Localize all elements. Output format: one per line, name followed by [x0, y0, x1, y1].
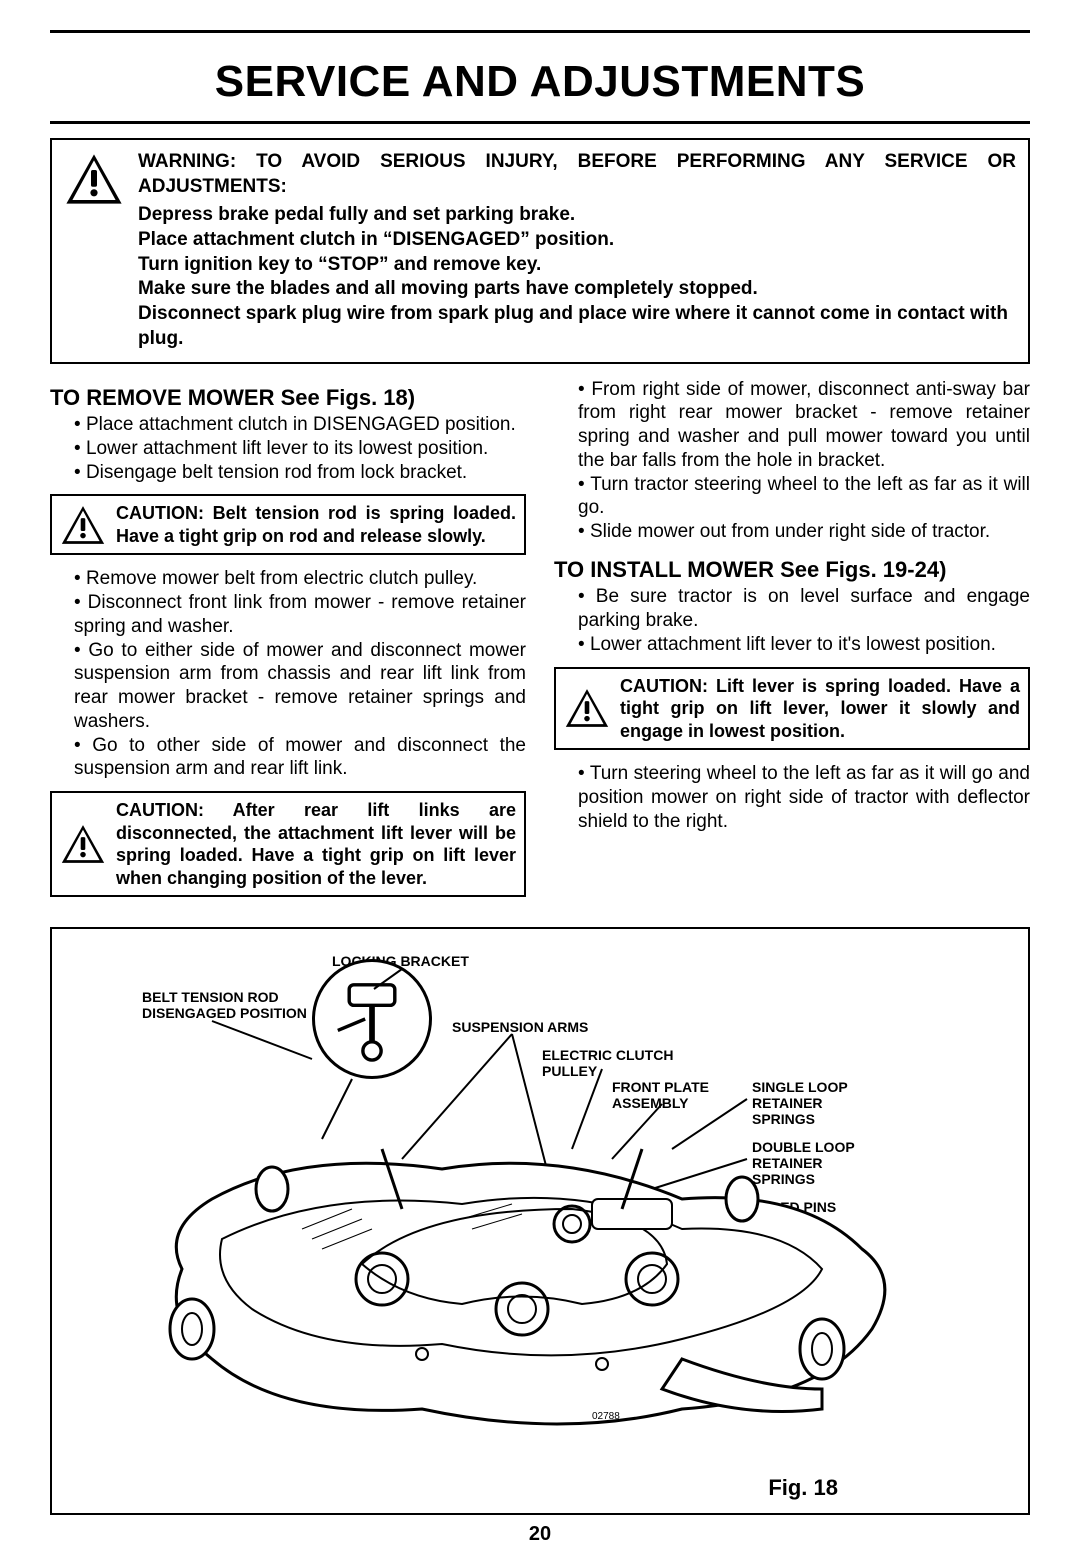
svg-text:02788: 02788 — [592, 1411, 620, 1422]
columns: TO REMOVE MOWER See Figs. 18) Place atta… — [50, 378, 1030, 910]
warning-intro: WARNING: TO AVOID SERIOUS INJURY, BEFORE… — [138, 150, 1016, 199]
mid-rule — [50, 121, 1030, 124]
warning-icon — [60, 502, 106, 547]
mower-deck-illustration: 02788 — [122, 1089, 922, 1449]
remove-intro-item: Disengage belt tension rod from lock bra… — [74, 461, 526, 485]
figure-caption: Fig. 18 — [768, 1475, 838, 1501]
caution-box-3: CAUTION: Lift lever is spring loaded. Ha… — [554, 667, 1030, 751]
install-after: Turn steering wheel to the left as far a… — [578, 762, 1030, 833]
caution-box-2: CAUTION: After rear lift links are disco… — [50, 791, 526, 897]
remove-step: Remove mower belt from electric clutch p… — [74, 567, 526, 591]
remove-cont: From right side of mower, disconnect ant… — [578, 378, 1030, 473]
left-column: TO REMOVE MOWER See Figs. 18) Place atta… — [50, 378, 526, 910]
caution-text-3: CAUTION: Lift lever is spring loaded. Ha… — [620, 675, 1020, 743]
remove-intro-item: Place attachment clutch in DISENGAGED po… — [74, 413, 526, 437]
warning-item: Turn ignition key to “STOP” and remove k… — [138, 253, 1016, 278]
remove-step: Go to other side of mower and disconnect… — [74, 734, 526, 782]
warning-icon — [64, 150, 124, 352]
caution-box-1: CAUTION: Belt tension rod is spring load… — [50, 494, 526, 555]
warning-list: Depress brake pedal fully and set parkin… — [138, 203, 1016, 351]
page-number: 20 — [50, 1523, 1030, 1546]
remove-cont: Slide mower out from under right side of… — [578, 520, 1030, 544]
warning-item: Disconnect spark plug wire from spark pl… — [138, 302, 1016, 351]
warning-item: Make sure the blades and all moving part… — [138, 277, 1016, 302]
warning-item: Depress brake pedal fully and set parkin… — [138, 203, 1016, 228]
remove-intro-item: Lower attachment lift lever to its lowes… — [74, 437, 526, 461]
remove-heading: TO REMOVE MOWER See Figs. 18) — [50, 384, 526, 412]
install-heading: TO INSTALL MOWER See Figs. 19-24) — [554, 556, 1030, 584]
remove-cont: Turn tractor steering wheel to the left … — [578, 473, 1030, 521]
right-column: From right side of mower, disconnect ant… — [554, 378, 1030, 910]
remove-step: Go to either side of mower and disconnec… — [74, 639, 526, 734]
warning-icon — [60, 799, 106, 889]
remove-step: Disconnect front link from mower - remov… — [74, 591, 526, 639]
caution-text-1: CAUTION: Belt tension rod is spring load… — [116, 502, 516, 547]
page-title: SERVICE AND ADJUSTMENTS — [50, 57, 1030, 107]
figure-18: LOCKING BRACKET BELT TENSION ROD DISENGA… — [50, 927, 1030, 1515]
top-rule — [50, 30, 1030, 33]
install-intro: Be sure tractor is on level surface and … — [578, 585, 1030, 633]
warning-item: Place attachment clutch in “DISENGAGED” … — [138, 228, 1016, 253]
warning-icon — [564, 675, 610, 743]
caution-text-2: CAUTION: After rear lift links are disco… — [116, 799, 516, 889]
warning-box: WARNING: TO AVOID SERIOUS INJURY, BEFORE… — [50, 138, 1030, 364]
install-intro: Lower attachment lift lever to it's lowe… — [578, 633, 1030, 657]
